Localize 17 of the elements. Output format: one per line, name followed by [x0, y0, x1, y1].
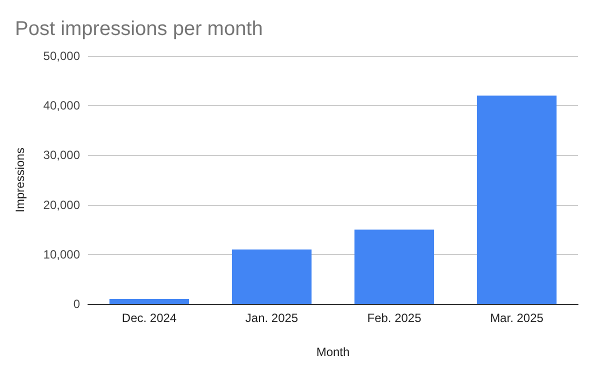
y-tick-label: 40,000: [43, 98, 80, 113]
y-tick-label: 20,000: [43, 198, 80, 212]
y-tick-label: 30,000: [43, 148, 80, 162]
y-axis-title: Impressions: [13, 148, 27, 212]
x-axis-title: Month: [316, 345, 350, 359]
bar: [109, 299, 190, 304]
y-tick-label: 10,000: [43, 247, 80, 262]
chart-title: Post impressions per month: [15, 18, 263, 40]
x-tick-label: Jan. 2025: [245, 311, 298, 325]
x-tick-label: Mar. 2025: [490, 311, 544, 325]
bar: [354, 230, 434, 304]
x-tick-label: Dec. 2024: [122, 311, 177, 325]
bar: [232, 249, 312, 304]
bar: [476, 96, 557, 304]
y-tick-label: 0: [73, 297, 80, 311]
x-tick-label: Feb. 2025: [367, 311, 422, 325]
y-tick-label: 50,000: [43, 49, 80, 63]
